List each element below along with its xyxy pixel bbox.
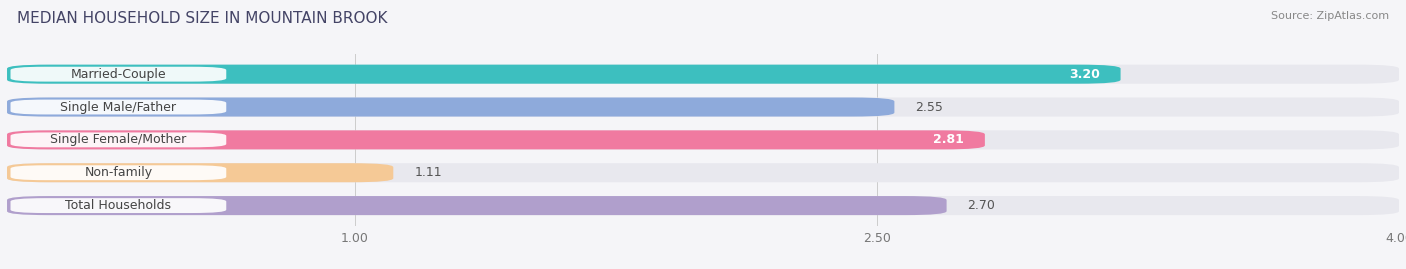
FancyBboxPatch shape — [7, 196, 1399, 215]
Text: Single Female/Mother: Single Female/Mother — [51, 133, 187, 146]
Text: 1.11: 1.11 — [415, 166, 441, 179]
Text: Non-family: Non-family — [84, 166, 152, 179]
Text: Source: ZipAtlas.com: Source: ZipAtlas.com — [1271, 11, 1389, 21]
FancyBboxPatch shape — [10, 100, 226, 114]
FancyBboxPatch shape — [7, 163, 1399, 182]
Text: 2.81: 2.81 — [934, 133, 965, 146]
FancyBboxPatch shape — [7, 196, 946, 215]
FancyBboxPatch shape — [10, 165, 226, 180]
Text: Married-Couple: Married-Couple — [70, 68, 166, 81]
Text: 3.20: 3.20 — [1069, 68, 1099, 81]
FancyBboxPatch shape — [7, 97, 894, 116]
FancyBboxPatch shape — [7, 65, 1399, 84]
Text: 2.55: 2.55 — [915, 101, 943, 114]
Text: Total Households: Total Households — [66, 199, 172, 212]
FancyBboxPatch shape — [7, 97, 1399, 116]
FancyBboxPatch shape — [10, 67, 226, 82]
FancyBboxPatch shape — [7, 65, 1121, 84]
Text: Single Male/Father: Single Male/Father — [60, 101, 176, 114]
FancyBboxPatch shape — [7, 163, 394, 182]
Text: 2.70: 2.70 — [967, 199, 995, 212]
FancyBboxPatch shape — [7, 130, 984, 149]
FancyBboxPatch shape — [7, 130, 1399, 149]
FancyBboxPatch shape — [10, 132, 226, 147]
FancyBboxPatch shape — [10, 198, 226, 213]
Text: MEDIAN HOUSEHOLD SIZE IN MOUNTAIN BROOK: MEDIAN HOUSEHOLD SIZE IN MOUNTAIN BROOK — [17, 11, 388, 26]
